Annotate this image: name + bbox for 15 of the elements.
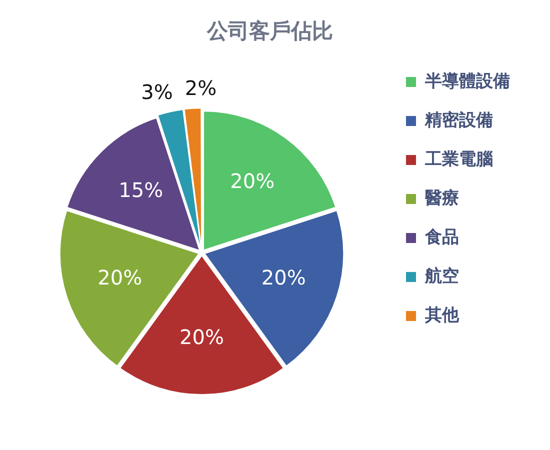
data-label: 3% [141,80,173,104]
data-label: 2% [184,76,217,100]
chart-title: 公司客戶佔比 [206,19,333,44]
data-label: 20% [261,265,306,290]
data-label: 20% [230,169,275,194]
legend-label: 其他 [424,305,460,326]
legend-label: 醫療 [425,188,459,208]
legend-label: 食品 [424,227,459,248]
data-label: 20% [98,265,142,290]
legend-label: 半導體設備 [424,71,510,92]
data-label: 15% [118,178,164,202]
legend-label: 精密設備 [424,110,493,130]
data-label: 20% [180,324,224,349]
legend-label: 工業電腦 [424,149,493,170]
legend-label: 航空 [424,266,459,286]
